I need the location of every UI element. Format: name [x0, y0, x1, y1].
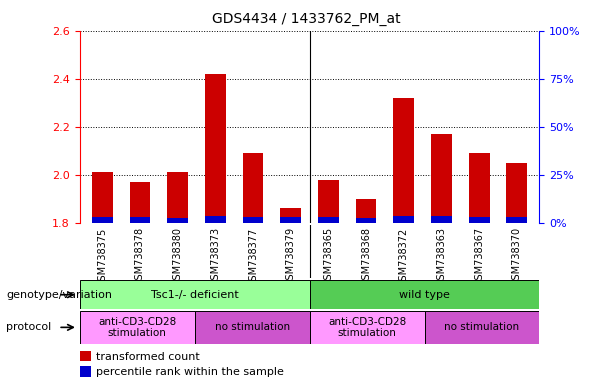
Text: GSM738365: GSM738365	[324, 227, 333, 286]
Text: GSM738380: GSM738380	[173, 227, 183, 286]
Text: transformed count: transformed count	[96, 352, 200, 362]
Bar	[80, 280, 310, 309]
Bar	[167, 172, 188, 223]
Bar	[310, 311, 424, 344]
Bar	[243, 153, 264, 223]
Bar	[280, 217, 301, 223]
Bar	[129, 182, 150, 223]
Text: wild type: wild type	[399, 290, 450, 300]
Text: genotype/variation: genotype/variation	[6, 290, 112, 300]
Text: GSM738368: GSM738368	[361, 227, 371, 286]
Bar	[469, 217, 490, 223]
Text: GSM738363: GSM738363	[436, 227, 446, 286]
Bar	[506, 163, 527, 223]
Bar	[356, 199, 376, 223]
Bar	[205, 215, 226, 223]
Bar	[318, 217, 339, 223]
Text: anti-CD3-CD28
stimulation: anti-CD3-CD28 stimulation	[98, 316, 177, 338]
Bar	[356, 218, 376, 223]
Text: GSM738379: GSM738379	[286, 227, 295, 286]
Bar	[424, 311, 539, 344]
Bar	[80, 351, 91, 361]
Text: protocol: protocol	[6, 322, 51, 333]
Bar	[394, 216, 414, 223]
Bar	[80, 366, 91, 377]
Text: GSM738373: GSM738373	[210, 227, 220, 286]
Bar	[92, 217, 113, 223]
Bar	[310, 280, 539, 309]
Text: Tsc1-/- deficient: Tsc1-/- deficient	[151, 290, 238, 300]
Text: GSM738367: GSM738367	[474, 227, 484, 286]
Bar	[195, 311, 310, 344]
Bar	[80, 311, 195, 344]
Text: no stimulation: no stimulation	[444, 322, 520, 333]
Text: GSM738377: GSM738377	[248, 227, 258, 286]
Bar	[431, 217, 452, 223]
Text: percentile rank within the sample: percentile rank within the sample	[96, 367, 284, 377]
Text: GSM738370: GSM738370	[512, 227, 522, 286]
Bar	[167, 218, 188, 223]
Bar	[318, 180, 339, 223]
Text: GSM738378: GSM738378	[135, 227, 145, 286]
Text: GDS4434 / 1433762_PM_at: GDS4434 / 1433762_PM_at	[212, 12, 401, 25]
Bar	[280, 208, 301, 223]
Bar	[469, 153, 490, 223]
Text: GSM738375: GSM738375	[97, 227, 107, 286]
Text: anti-CD3-CD28
stimulation: anti-CD3-CD28 stimulation	[328, 316, 406, 338]
Bar	[92, 172, 113, 223]
Bar	[243, 217, 264, 223]
Bar	[205, 74, 226, 223]
Text: GSM738372: GSM738372	[399, 227, 409, 286]
Bar	[431, 134, 452, 223]
Bar	[394, 98, 414, 223]
Bar	[506, 217, 527, 223]
Text: no stimulation: no stimulation	[215, 322, 290, 333]
Bar	[129, 217, 150, 223]
